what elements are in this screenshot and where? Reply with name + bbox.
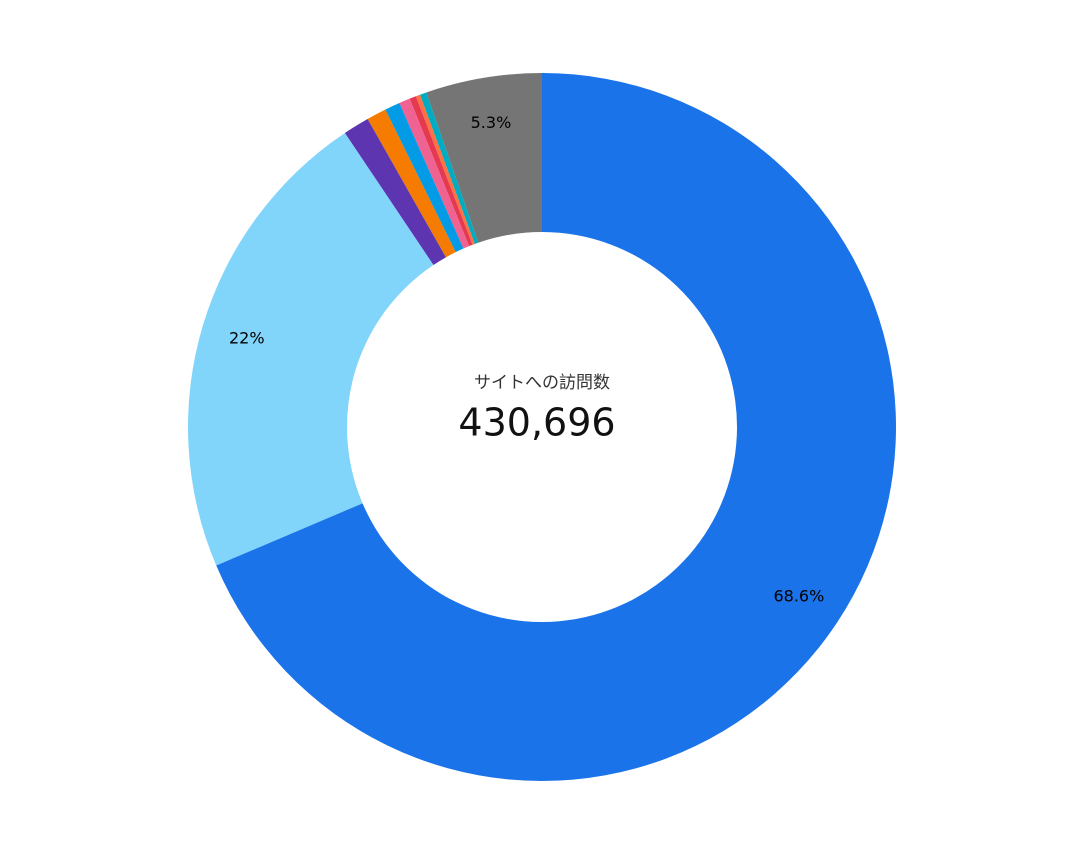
slice — [426, 73, 542, 243]
slice — [367, 109, 456, 258]
value-label: 68.6% — [773, 586, 824, 605]
value-label: 22% — [229, 329, 265, 348]
slice — [188, 132, 434, 566]
value-label: 5.3% — [471, 113, 512, 132]
slice — [385, 103, 464, 253]
slice — [216, 73, 897, 781]
slice — [409, 96, 473, 247]
center-label: サイトへの訪問数 — [474, 373, 610, 393]
center-value: 430,696 — [458, 401, 615, 445]
slice — [344, 118, 446, 266]
slice — [399, 98, 470, 249]
slice — [419, 92, 479, 244]
slice — [415, 94, 475, 245]
